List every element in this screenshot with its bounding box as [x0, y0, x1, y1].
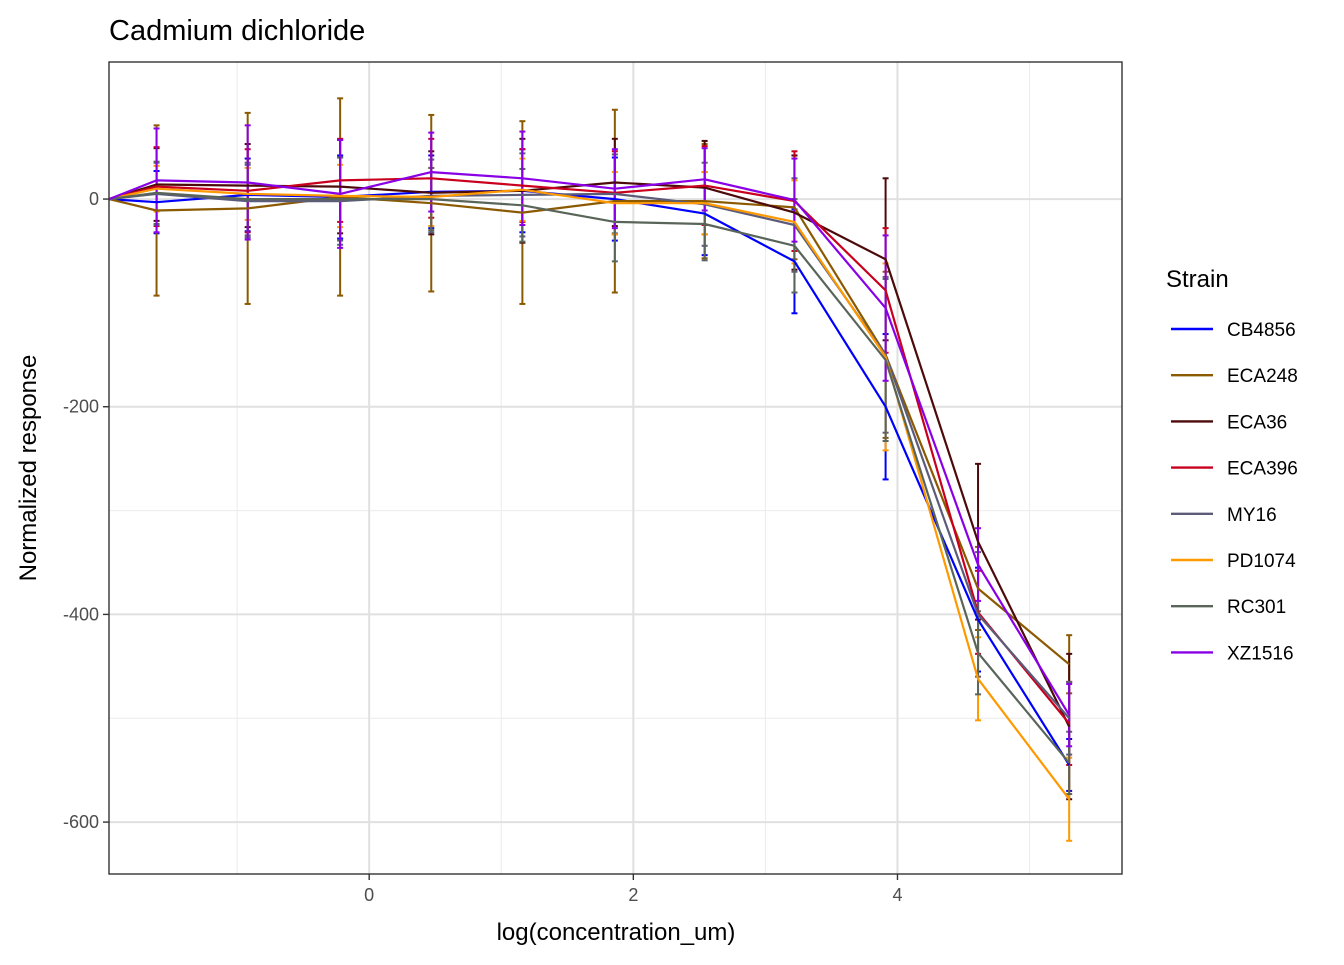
series-line — [108, 195, 1070, 666]
legend: Strain CB4856 ECA248 ECA36 ECA396 MY16 PD1074… — [1166, 266, 1298, 664]
plot-border — [108, 61, 1123, 875]
y-tick-label: -200 — [63, 397, 99, 417]
y-axis-label: Normalized response — [15, 355, 42, 582]
chart-title: Cadmium dichloride — [109, 15, 365, 47]
series-line — [108, 191, 1071, 764]
error-bar — [1066, 682, 1073, 748]
legend-item: PD1074 — [1171, 551, 1296, 572]
x-tick-label: 2 — [628, 885, 638, 905]
legend-item: ECA36 — [1171, 412, 1287, 433]
legend-label: PD1074 — [1227, 551, 1296, 572]
legend-label: MY16 — [1227, 505, 1277, 526]
legend-label: ECA396 — [1227, 459, 1298, 480]
series-line — [108, 171, 1071, 716]
y-tick-label: 0 — [89, 189, 99, 209]
x-tick-label: 0 — [364, 885, 374, 905]
legend-item: MY16 — [1171, 505, 1277, 526]
legend-label: ECA248 — [1227, 366, 1298, 387]
legend-title: Strain — [1166, 266, 1229, 293]
series-lines — [108, 171, 1071, 800]
legend-label: CB4856 — [1227, 320, 1296, 341]
legend-items: CB4856 ECA248 ECA36 ECA396 MY16 PD1074 RC301 XZ… — [1171, 320, 1298, 664]
series-line — [108, 181, 1071, 728]
y-tick-label: -600 — [63, 812, 99, 832]
legend-label: RC301 — [1227, 597, 1286, 618]
legend-item: ECA248 — [1171, 366, 1298, 387]
series-line — [108, 177, 1071, 725]
legend-item: RC301 — [1171, 597, 1286, 618]
series-line — [108, 192, 1071, 719]
x-axis-label: log(concentration_um) — [497, 919, 736, 946]
legend-label: XZ1516 — [1227, 643, 1294, 664]
y-tick-label: -400 — [63, 604, 99, 624]
x-tick-label: 4 — [892, 885, 902, 905]
axes: 0 2 4 0 -200 -400 -600 — [63, 189, 903, 905]
legend-item: XZ1516 — [1171, 643, 1294, 664]
legend-item: ECA396 — [1171, 459, 1298, 480]
legend-item: CB4856 — [1171, 320, 1296, 341]
legend-label: ECA36 — [1227, 412, 1287, 433]
